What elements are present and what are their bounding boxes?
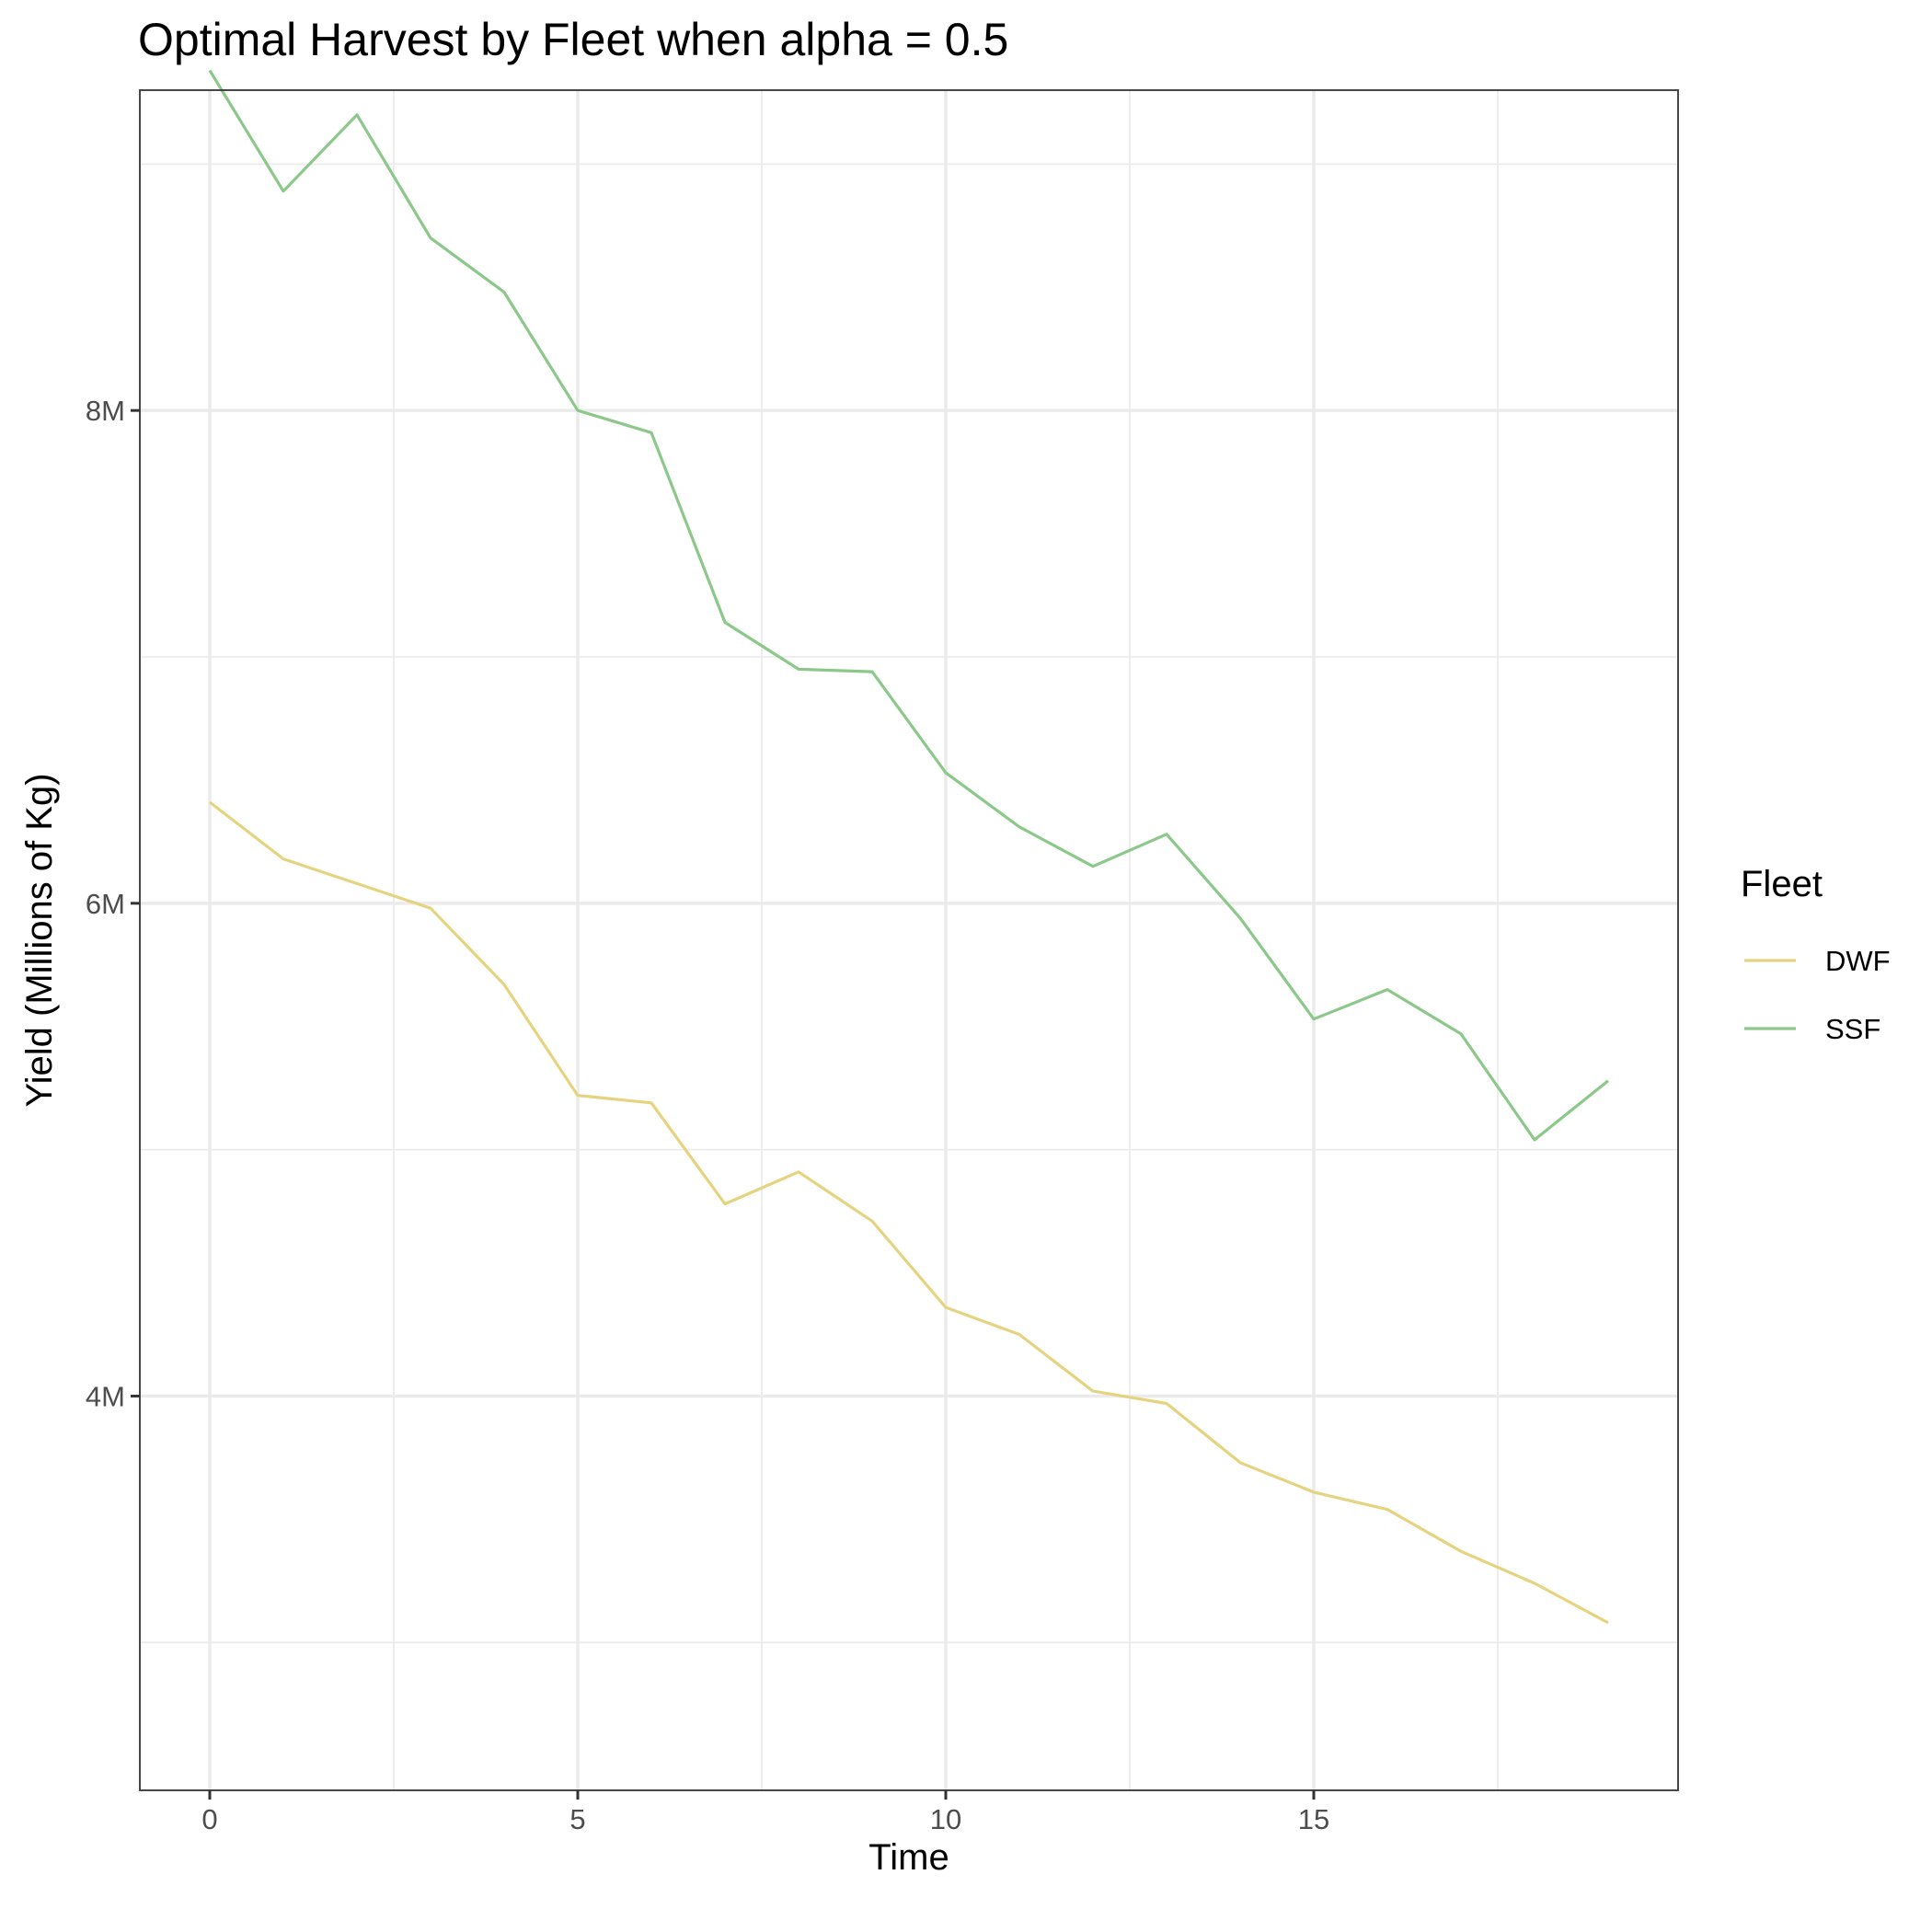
x-tick-label: 0 [201,1803,217,1835]
x-tick-label: 10 [930,1803,961,1835]
legend-title: Fleet [1741,864,1823,904]
legend: Fleet DWF SSF [1741,864,1891,1045]
x-tick-label: 5 [569,1803,585,1835]
panel-background [140,90,1678,1790]
y-axis-title: Yield (Millions of Kg) [19,773,60,1107]
plot-panel [139,69,1679,1791]
x-axis: 0 5 10 15 [201,1790,1329,1835]
grid-minor-lines [140,90,1678,1790]
x-tick-label: 15 [1298,1803,1329,1835]
legend-label-ssf: SSF [1825,1013,1880,1045]
series-lines [208,69,1610,1625]
panel-border [139,89,1679,1791]
y-axis: 4M 6M 8M [86,395,140,1412]
grid-major-lines [140,90,1678,1790]
y-tick-label: 4M [86,1380,125,1412]
y-tick-label: 8M [86,395,125,427]
series-line-dwf [209,800,1609,1625]
chart-title: Optimal Harvest by Fleet when alpha = 0.… [138,14,1008,65]
series-line-ssf [208,69,1610,1142]
x-axis-title: Time [868,1837,949,1878]
y-tick-label: 6M [86,888,125,920]
legend-label-dwf: DWF [1825,945,1891,977]
